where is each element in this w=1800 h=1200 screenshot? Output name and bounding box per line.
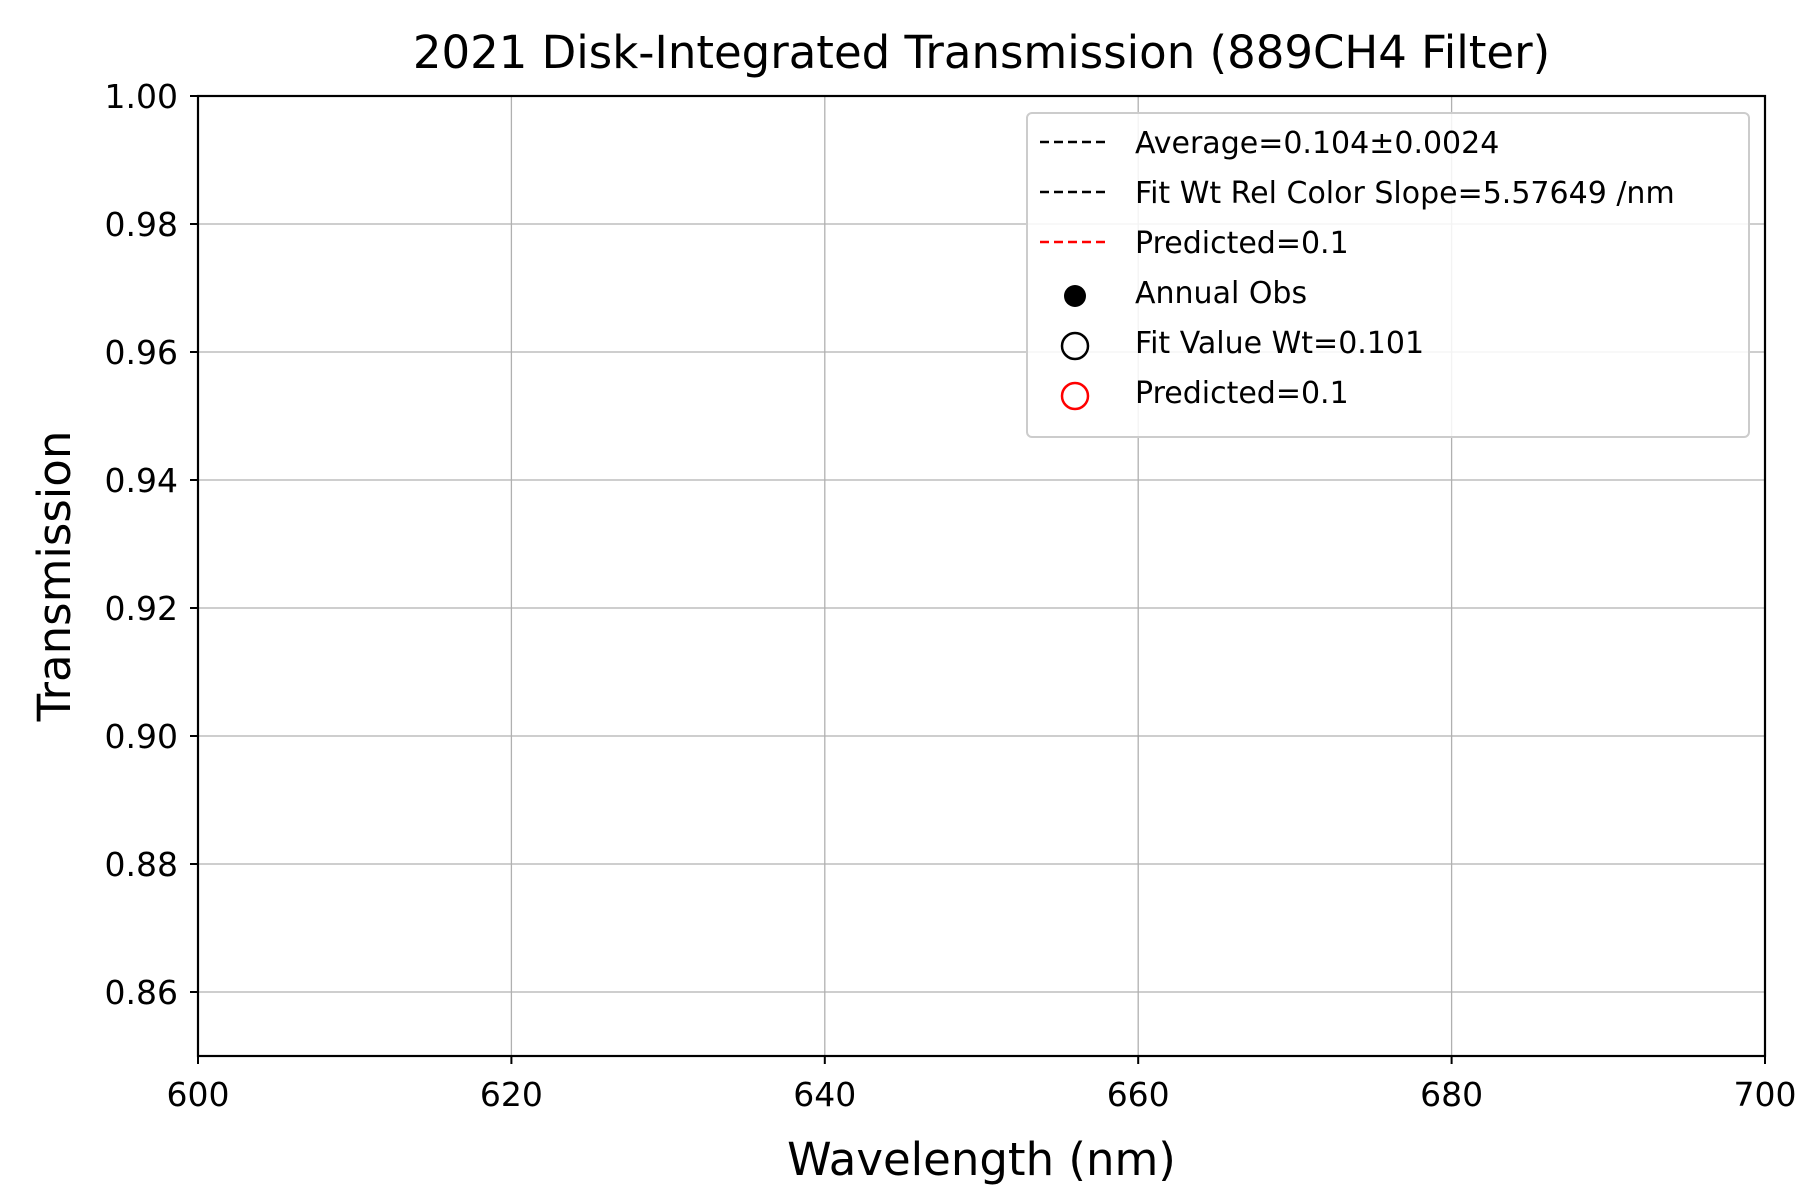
legend-label: Annual Obs — [1135, 276, 1307, 311]
legend-label: Average=0.104±0.0024 — [1135, 126, 1499, 161]
y-axis-label: Transmission — [28, 431, 81, 723]
legend-label: Fit Wt Rel Color Slope=5.57649 /nm — [1135, 176, 1675, 211]
chart-title: 2021 Disk-Integrated Transmission (889CH… — [413, 26, 1550, 79]
y-tick-label: 0.92 — [105, 589, 178, 628]
legend-marker-open — [1060, 381, 1090, 411]
y-tick-label: 0.88 — [105, 845, 178, 884]
legend-label: Predicted=0.1 — [1135, 226, 1349, 261]
x-tick-label: 600 — [167, 1075, 230, 1114]
legend-label: Predicted=0.1 — [1135, 376, 1349, 411]
legend-marker-open — [1060, 331, 1090, 361]
legend-label: Fit Value Wt=0.101 — [1135, 326, 1424, 361]
y-tick-label: 0.86 — [105, 973, 178, 1012]
x-tick-label: 640 — [793, 1075, 856, 1114]
axes-frame — [196, 94, 1767, 1058]
y-tick-label: 0.98 — [105, 205, 178, 244]
y-tick-label: 0.90 — [105, 717, 178, 756]
y-tick-label: 0.94 — [105, 461, 178, 500]
axis-ticks: 600 620 640 660 680 700 0.86 0.88 0.90 0.92 0.94 0.… — [105, 77, 1797, 1114]
legend: Average=0.104±0.0024 Fit Wt Rel Color Slo… — [1026, 112, 1750, 438]
y-tick-label: 1.00 — [105, 77, 178, 116]
legend-marker-filled — [1064, 285, 1086, 307]
x-tick-label: 660 — [1107, 1075, 1170, 1114]
x-axis-label: Wavelength (nm) — [787, 1133, 1176, 1186]
x-tick-label: 620 — [480, 1075, 543, 1114]
x-tick-label: 680 — [1420, 1075, 1483, 1114]
legend-box — [1026, 112, 1750, 438]
x-tick-label: 700 — [1734, 1075, 1797, 1114]
y-tick-label: 0.96 — [105, 333, 178, 372]
